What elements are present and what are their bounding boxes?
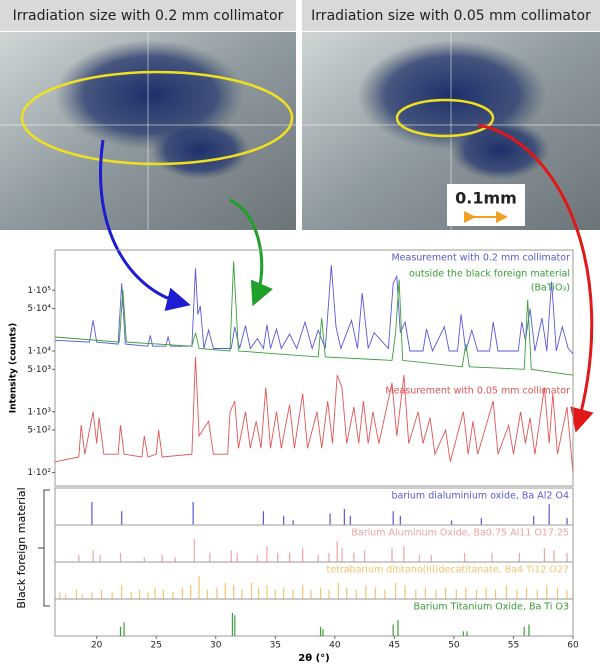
y-tick-label: 1·10³ (27, 407, 51, 417)
photo-title: Irradiation size with 0.05 mm collimator (311, 8, 591, 24)
x-tick-label: 45 (389, 641, 400, 651)
arrow (229, 198, 273, 307)
panel-label: barium dialuminium oxide, Ba Al2 O4 (392, 491, 569, 502)
y-tick-label: 1·10⁵ (27, 286, 51, 296)
y-tick-label: 5·10⁴ (27, 304, 51, 314)
data-line (54, 261, 574, 376)
x-tick-label: 25 (150, 641, 161, 651)
plot-frame (54, 249, 574, 487)
x-tick-label: 60 (567, 641, 579, 651)
scale-label: 0.1mm (455, 189, 517, 208)
y-tick-label: 1·10⁴ (27, 347, 51, 357)
x-tick-label: 20 (91, 641, 103, 651)
tab (302, 0, 600, 31)
series-label: Measurement with 0.2 mm collimator (391, 253, 570, 264)
bracket (38, 489, 50, 607)
photo: 0.1mm (302, 32, 600, 230)
group-label: Black foreign material (15, 487, 28, 608)
y-axis-label: Intensity (counts) (9, 323, 19, 414)
y-tick-label: 5·10² (27, 426, 51, 436)
panel-label: Barium Aluminum Oxide, Ba0.75 Al11 O17.2… (351, 528, 569, 539)
x-tick-label: 30 (210, 641, 222, 651)
series-label: Measurement with 0.05 mm collimator (385, 386, 570, 397)
series-label: outside the black foreign material (409, 269, 570, 280)
panel-label: Barium Titanium Oxide, Ba Ti O3 (413, 602, 569, 613)
y-tick-label: 1·10² (27, 468, 51, 478)
panel-label: tetrabarium dititano(III)decatitanate, B… (327, 565, 569, 576)
x-tick-label: 40 (329, 641, 341, 651)
x-tick-label: 50 (448, 641, 460, 651)
arrow (477, 123, 594, 433)
data-line (54, 356, 574, 473)
panel-frame (54, 598, 574, 637)
x-axis-label: 2θ (°) (298, 653, 329, 664)
x-tick-label: 55 (508, 641, 519, 651)
series-formula: (BaTiO₃) (531, 283, 570, 294)
y-tick-label: 5·10³ (27, 365, 51, 375)
tab (0, 0, 296, 31)
data-line (54, 265, 574, 355)
photo-title: Irradiation size with 0.2 mm collimator (13, 8, 284, 24)
photo (0, 32, 296, 230)
x-tick-label: 35 (270, 641, 281, 651)
